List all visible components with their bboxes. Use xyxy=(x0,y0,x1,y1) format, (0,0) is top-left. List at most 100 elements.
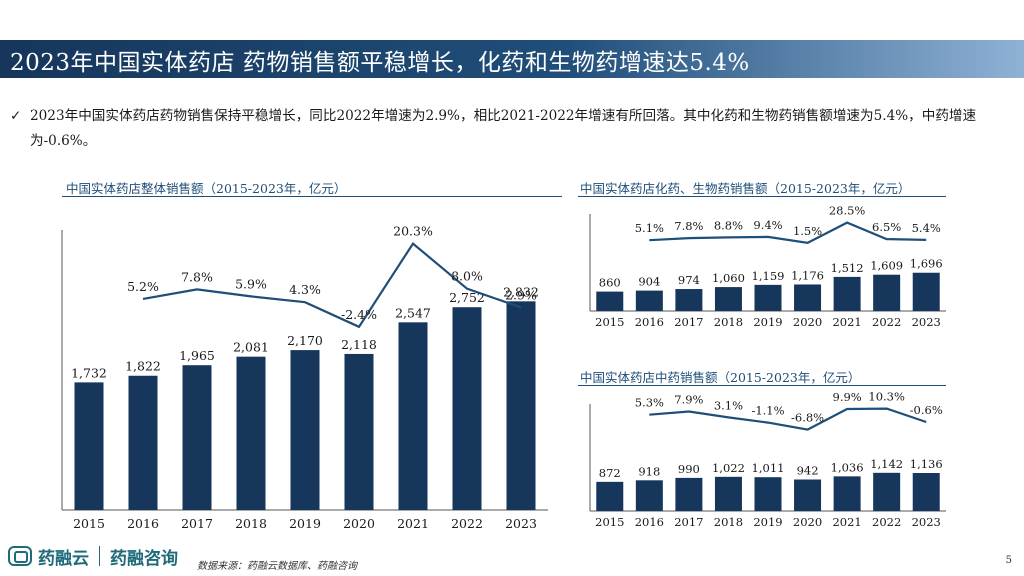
x-tick-label: 2016 xyxy=(635,315,664,329)
bar xyxy=(675,477,703,511)
bar-value-label: 1,512 xyxy=(831,261,864,275)
x-tick-label: 2022 xyxy=(872,515,901,529)
growth-rate-label: 3.1% xyxy=(714,398,743,412)
x-tick-label: 2021 xyxy=(397,516,429,531)
bar-value-label: 1,060 xyxy=(712,271,745,285)
bar-value-label: 1,159 xyxy=(752,269,785,283)
growth-rate-label: -6.8% xyxy=(791,411,824,425)
x-tick-label: 2021 xyxy=(832,315,861,329)
bar xyxy=(714,476,742,511)
chart2-title: 中国实体药店化药、生物药销售额（2015-2023年，亿元） xyxy=(580,181,911,196)
bar xyxy=(398,322,428,510)
growth-rate-label: 7.8% xyxy=(181,269,213,284)
bar xyxy=(128,375,158,510)
bar-value-label: 2,081 xyxy=(233,340,269,355)
growth-rate-label: 6.5% xyxy=(872,220,901,234)
footer-logo2: 药融咨询 xyxy=(110,548,178,569)
x-tick-label: 2015 xyxy=(73,516,105,531)
bar xyxy=(290,350,320,510)
summary-bullet: ✓ 2023年中国实体药店药物销售保持平稳增长，同比2022年增速为2.9%，相… xyxy=(10,104,1005,154)
bar xyxy=(506,301,536,510)
bar-value-label: 1,696 xyxy=(910,257,943,271)
bar-value-label: 872 xyxy=(599,466,621,480)
growth-rate-label: 5.9% xyxy=(235,276,267,291)
chart1-title: 中国实体药店整体销售额（2015-2023年，亿元） xyxy=(66,181,347,196)
growth-rate-label: -2.4% xyxy=(341,307,377,322)
bar-value-label: 1,142 xyxy=(870,457,903,471)
growth-rate-line xyxy=(649,221,927,245)
chart-overall-sales: 1,732 2015 1,822 2016 1,965 2017 2,081 2018 2,17… xyxy=(61,224,548,531)
bar xyxy=(675,289,703,311)
x-tick-label: 2023 xyxy=(912,315,941,329)
x-tick-label: 2022 xyxy=(872,315,901,329)
growth-rate-label: 5.1% xyxy=(635,221,664,235)
logo-divider xyxy=(99,546,100,566)
x-tick-label: 2018 xyxy=(235,516,267,531)
x-tick-label: 2017 xyxy=(674,515,703,529)
bar xyxy=(833,276,861,311)
chart1-title-rule xyxy=(62,196,562,197)
bar xyxy=(754,284,782,311)
x-tick-label: 2023 xyxy=(912,515,941,529)
growth-rate-label: 10.3% xyxy=(868,390,905,404)
x-tick-label: 2019 xyxy=(289,516,321,531)
footer-logo1: 药融云 xyxy=(38,548,89,569)
bar xyxy=(873,274,901,311)
title-bar: 2023年中国实体药店 药物销售额平稳增长，化药和生物药增速达5.4% xyxy=(0,40,1024,78)
data-source: 数据来源：药融云数据库、药融咨询 xyxy=(197,561,357,572)
bar xyxy=(873,472,901,511)
pharnexcloud-logo-icon xyxy=(8,546,32,566)
checkmark-icon: ✓ xyxy=(10,108,22,124)
bar-value-label: 2,547 xyxy=(395,305,431,320)
growth-rate-label: 5.3% xyxy=(635,396,664,410)
summary-text: 2023年中国实体药店药物销售保持平稳增长，同比2022年增速为2.9%，相比2… xyxy=(30,108,977,149)
bar-value-label: 1,822 xyxy=(125,359,161,374)
growth-rate-line xyxy=(142,241,522,329)
x-tick-label: 2020 xyxy=(793,315,822,329)
growth-rate-label: -0.6% xyxy=(910,403,943,417)
chart-tcm-sales: 872 2015 918 2016 990 2017 1,022 2018 1,011 2019 9… xyxy=(589,390,946,529)
growth-rate-line xyxy=(649,407,927,431)
growth-rate-label: 9.9% xyxy=(833,390,862,404)
x-tick-label: 2020 xyxy=(343,516,375,531)
bar xyxy=(833,476,861,511)
growth-rate-label: 20.3% xyxy=(393,224,433,239)
x-tick-label: 2016 xyxy=(635,515,664,529)
growth-rate-label: 8.0% xyxy=(451,269,483,284)
page-number: 5 xyxy=(1005,555,1012,566)
x-tick-label: 2018 xyxy=(714,315,743,329)
growth-rate-label: 7.8% xyxy=(674,219,703,233)
bar xyxy=(344,353,374,510)
bar-value-label: 2,170 xyxy=(287,333,323,348)
x-tick-label: 2016 xyxy=(127,516,159,531)
bar xyxy=(754,477,782,511)
growth-rate-label: 9.4% xyxy=(753,218,782,232)
x-tick-label: 2020 xyxy=(793,515,822,529)
x-tick-label: 2015 xyxy=(595,515,624,529)
bar-value-label: 1,022 xyxy=(712,461,745,475)
x-tick-label: 2021 xyxy=(832,515,861,529)
chart3-title: 中国实体药店中药销售额（2015-2023年，亿元） xyxy=(580,370,861,385)
bar-value-label: 1,732 xyxy=(71,365,107,380)
bar xyxy=(596,291,624,311)
bar-value-label: 2,832 xyxy=(503,284,539,299)
bar xyxy=(635,290,663,311)
bar-value-label: 860 xyxy=(599,276,621,290)
bar xyxy=(74,382,104,510)
x-tick-label: 2022 xyxy=(451,516,483,531)
x-tick-label: 2023 xyxy=(505,516,537,531)
bar-value-label: 1,036 xyxy=(831,460,864,474)
bar-value-label: 1,011 xyxy=(752,461,785,475)
bar-value-label: 1,176 xyxy=(791,268,824,282)
chart2-title-rule xyxy=(578,196,946,197)
bar-value-label: 918 xyxy=(638,464,660,478)
bar-value-label: 1,609 xyxy=(870,259,903,273)
bar xyxy=(596,481,624,511)
x-tick-label: 2017 xyxy=(181,516,213,531)
x-tick-label: 2019 xyxy=(753,515,782,529)
bar-value-label: 2,118 xyxy=(341,337,377,352)
growth-rate-label: 7.9% xyxy=(674,393,703,407)
bar-value-label: 904 xyxy=(638,275,660,289)
growth-rate-label: 28.5% xyxy=(829,204,866,218)
chart-chemical-biological-sales: 860 2015 904 2016 974 2017 1,060 2018 1,159 2019 1… xyxy=(589,204,946,329)
